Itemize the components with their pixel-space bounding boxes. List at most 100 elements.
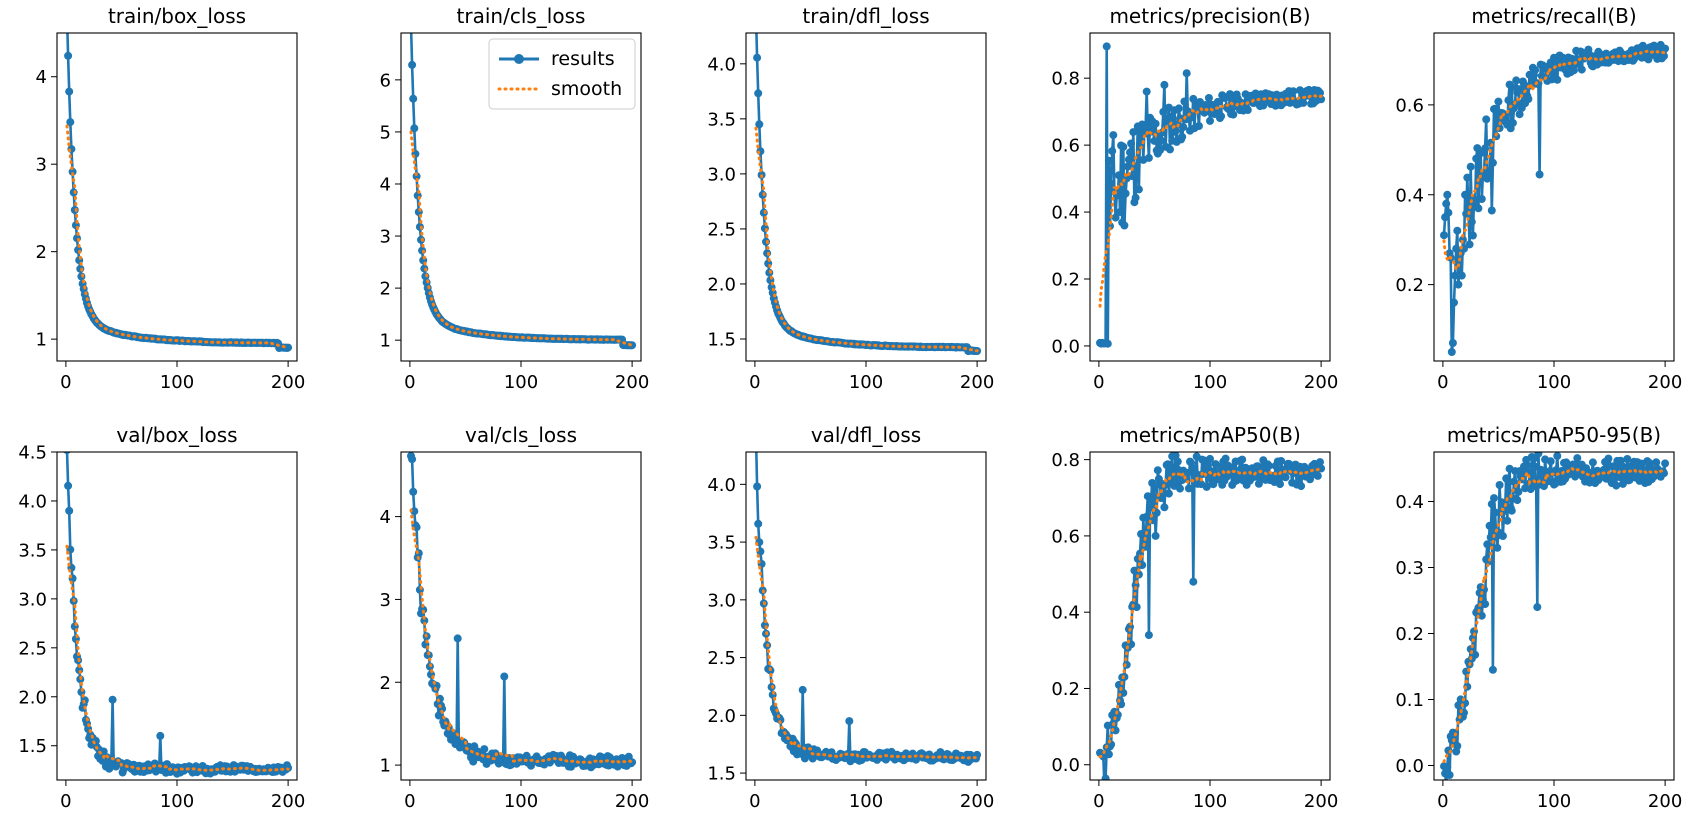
results-line — [1099, 454, 1323, 780]
results-point — [1493, 543, 1502, 552]
panel-val-cls-loss: val/cls_loss 0 100 200 1 2 3 4 — [380, 423, 650, 812]
x-tick-label: 100 — [504, 791, 538, 812]
y-tick-label: 0.6 — [1395, 95, 1424, 116]
results-point — [1217, 112, 1226, 121]
results-point — [1120, 221, 1129, 230]
results-point — [1317, 95, 1326, 104]
results-point — [1276, 480, 1284, 489]
results-point — [410, 124, 419, 133]
results-point — [412, 172, 421, 181]
results-point — [1445, 771, 1454, 779]
x-tick-label: 200 — [615, 372, 649, 393]
results-point — [1204, 94, 1213, 102]
panel-train-dfl-loss: train/dfl_loss 0 100 200 1.5 2.0 2.5 3.0 3.5 4.0 — [707, 4, 994, 393]
x-tick-label: 200 — [960, 372, 994, 393]
legend-results-label: results — [551, 48, 615, 70]
results-point — [1109, 131, 1118, 140]
results-point — [1151, 531, 1160, 540]
results-point — [845, 717, 854, 726]
results-point — [1660, 52, 1668, 61]
x-tick-label: 200 — [615, 791, 649, 812]
results-point — [1167, 112, 1176, 121]
y-tick-label: 0.0 — [1051, 755, 1080, 776]
results-point — [1100, 781, 1108, 789]
results-point — [1151, 119, 1160, 128]
y-tick-label: 2.5 — [18, 638, 47, 659]
results-point — [1144, 631, 1153, 640]
x-tick-label: 0 — [404, 791, 415, 812]
results-point — [1510, 477, 1518, 486]
results-point — [1570, 66, 1578, 75]
results-point — [1485, 168, 1494, 177]
results-point — [1142, 87, 1151, 96]
results-point — [1171, 126, 1180, 135]
results-point — [1487, 500, 1496, 509]
y-tick-label: 4 — [380, 507, 391, 528]
results-point — [1179, 123, 1188, 132]
results-point — [1537, 72, 1546, 80]
y-tick-label: 4.0 — [707, 475, 736, 496]
y-tick-label: 4.5 — [18, 443, 47, 464]
x-tick-label: 100 — [1537, 372, 1571, 393]
results-point — [1488, 665, 1497, 674]
results-point — [1481, 144, 1490, 153]
results-point — [64, 51, 73, 60]
results-point — [1661, 459, 1670, 468]
results-point — [68, 167, 77, 176]
results-point — [1176, 484, 1184, 493]
legend: results smooth — [488, 38, 636, 110]
panel-metrics-map50-b: metrics/mAP50(B) 0 100 200 0.0 0.2 0.4 0.6 0.8 — [1051, 423, 1338, 812]
panel-title: val/box_loss — [116, 423, 237, 447]
x-tick-label: 100 — [504, 372, 538, 393]
results-point — [1206, 116, 1214, 125]
results-point — [1652, 458, 1661, 467]
y-tick-label: 0.2 — [1051, 270, 1080, 291]
y-tick-label: 1 — [380, 331, 391, 352]
results-line — [1442, 452, 1667, 780]
results-point — [1277, 457, 1286, 465]
results-point — [1160, 503, 1169, 512]
plot-frame — [1433, 32, 1675, 362]
results-point — [1281, 473, 1290, 482]
results-point — [755, 120, 764, 129]
results-point — [1448, 339, 1457, 347]
panel-title: val/cls_loss — [465, 423, 577, 447]
x-tick-label: 100 — [1193, 372, 1227, 393]
results-point — [1577, 65, 1586, 74]
results-point — [1166, 145, 1174, 154]
y-tick-label: 0.4 — [1051, 603, 1080, 624]
results-point — [500, 672, 509, 681]
results-point — [1253, 462, 1262, 471]
results-point — [1229, 110, 1238, 119]
results-point — [754, 89, 763, 98]
results-point — [408, 60, 417, 69]
results-point — [1514, 85, 1523, 94]
smooth-line — [1098, 466, 1323, 759]
y-tick-label: 4.0 — [18, 491, 47, 512]
results-point — [1132, 603, 1141, 612]
panel-title: metrics/mAP50(B) — [1119, 423, 1301, 447]
smooth-line — [1442, 466, 1667, 764]
panel-title: metrics/precision(B) — [1109, 4, 1310, 28]
results-point — [1503, 516, 1512, 525]
results-point — [1524, 95, 1533, 103]
x-tick-label: 100 — [849, 372, 883, 393]
results-point — [1504, 96, 1513, 105]
results-point — [1108, 147, 1117, 156]
y-tick-label: 2.0 — [18, 687, 47, 708]
results-point — [1488, 158, 1497, 167]
results-point — [108, 695, 117, 704]
y-tick-label: 0.6 — [1051, 136, 1080, 157]
panel-val-box-loss: val/box_loss 0 100 200 1.5 2.0 2.5 3.0 3.5 4.0 4.5 — [18, 423, 305, 812]
results-point — [1123, 162, 1132, 171]
results-point — [1553, 452, 1562, 460]
results-point — [1531, 66, 1540, 75]
y-tick-label: 0.2 — [1051, 679, 1080, 700]
y-tick-label: 5 — [380, 122, 391, 143]
results-point — [1137, 530, 1146, 538]
panel-title: val/dfl_loss — [811, 423, 921, 447]
smooth-line — [1442, 49, 1667, 273]
results-point — [1534, 452, 1543, 458]
y-tick-label: 4 — [36, 67, 47, 88]
y-tick-label: 0.2 — [1395, 275, 1424, 296]
